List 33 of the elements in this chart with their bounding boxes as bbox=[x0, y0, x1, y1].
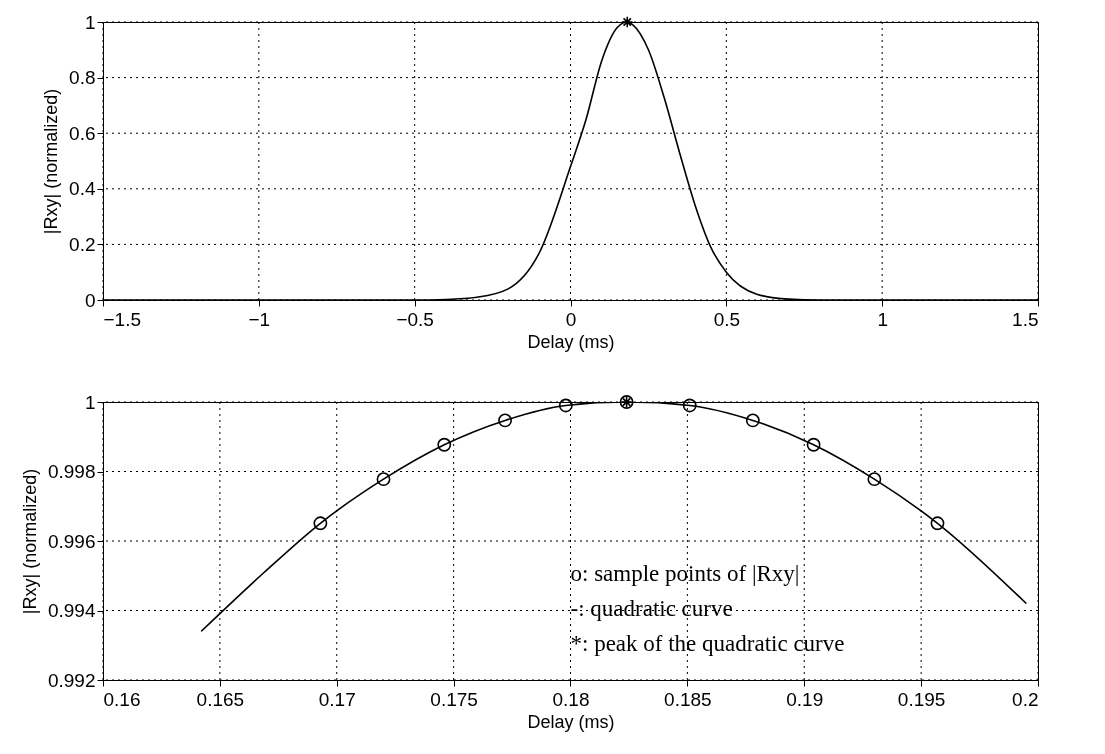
y-tick-label: 1 bbox=[84, 11, 96, 33]
x-tick-label: 0.195 bbox=[897, 688, 946, 710]
y-tick-label: 0 bbox=[84, 289, 96, 311]
x-tick-label: −1.5 bbox=[103, 308, 142, 330]
x-tick-label: 0.18 bbox=[552, 688, 590, 710]
x-tick-label: 0.19 bbox=[786, 688, 824, 710]
x-tick-label: 0.165 bbox=[196, 688, 245, 710]
annotation: *: peak of the quadratic curve bbox=[570, 630, 845, 656]
x-tick-label: 0.2 bbox=[1012, 688, 1039, 710]
x-tick-label: −0.5 bbox=[396, 308, 434, 330]
x-tick-label: −1 bbox=[248, 308, 271, 330]
x-tick-label: 0.5 bbox=[713, 308, 741, 330]
y-tick-label: 0.4 bbox=[69, 178, 96, 200]
x-axis-title: Delay (ms) bbox=[527, 331, 615, 352]
y-tick-label: 1 bbox=[84, 391, 96, 413]
x-axis-title: Delay (ms) bbox=[527, 711, 615, 732]
x-tick-label: 0 bbox=[565, 308, 577, 330]
x-tick-label: 1.5 bbox=[1012, 308, 1039, 330]
y-tick-label: 0.2 bbox=[69, 233, 96, 255]
y-tick-label: 0.994 bbox=[47, 600, 96, 621]
x-tick-label: 0.185 bbox=[664, 688, 712, 710]
y-tick-label: 0.8 bbox=[69, 67, 96, 89]
y-axis-title: |Rxy| (normalized) bbox=[41, 88, 62, 235]
y-tick-label: 0.992 bbox=[47, 669, 96, 691]
x-tick-label: 1 bbox=[877, 308, 888, 330]
y-axis-title: |Rxy| (normalized) bbox=[19, 468, 40, 615]
x-tick-label: 0.17 bbox=[318, 688, 356, 710]
annotation: o: sample points of |Rxy| bbox=[570, 561, 800, 587]
y-tick-label: 0.998 bbox=[47, 461, 96, 482]
x-tick-label: 0.16 bbox=[103, 688, 141, 710]
x-tick-label: 0.175 bbox=[430, 688, 478, 710]
y-tick-label: 0.6 bbox=[69, 122, 96, 144]
y-tick-label: 0.996 bbox=[47, 530, 96, 552]
